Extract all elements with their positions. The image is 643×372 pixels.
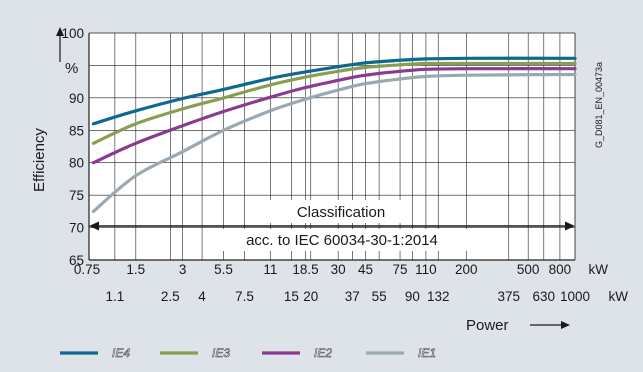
y-tick-label: 80 bbox=[69, 156, 84, 171]
legend-label-ie4: IE4 bbox=[112, 346, 130, 360]
classification-arrow-right-head bbox=[565, 221, 575, 231]
series-line-ie4 bbox=[91, 56, 577, 126]
x-tick-label-top: 45 bbox=[358, 262, 373, 277]
x-axis-arrow-head bbox=[561, 321, 570, 329]
x-tick-label-top: 200 bbox=[455, 262, 478, 277]
y-tick-label: 85 bbox=[69, 123, 84, 138]
x-tick-label-bottom: 132 bbox=[427, 289, 450, 304]
classification-label: Classification bbox=[297, 204, 385, 221]
legend: IE4 IE3 IE2 IE1 bbox=[60, 346, 436, 360]
x-tick-label-bottom: 15 bbox=[284, 289, 299, 304]
y-tick-label: 65 bbox=[69, 253, 84, 268]
standard-label-box bbox=[205, 229, 480, 251]
x-tick-label-top: 30 bbox=[331, 262, 346, 277]
y-unit-label: % bbox=[65, 60, 78, 77]
x-tick-label-bottom: 20 bbox=[303, 289, 318, 304]
legend-label-ie3: IE3 bbox=[212, 346, 230, 360]
y-axis-label: Efficiency bbox=[31, 128, 48, 192]
x-tick-labels-bottom: 1.1 2.5 4 7.5 15 20 37 55 90 132 375 630 1000 bbox=[105, 289, 590, 304]
figure-id-label: G_D081_EN_00473a bbox=[594, 62, 604, 148]
y-tick-label: 90 bbox=[69, 91, 84, 106]
y-axis-arrow-head bbox=[56, 27, 64, 36]
classification-arrow-left-head bbox=[89, 221, 99, 231]
x-tick-label-top: 0.75 bbox=[74, 262, 100, 277]
legend-label-ie2: IE2 bbox=[314, 346, 332, 360]
x-tick-label-top: 110 bbox=[415, 262, 437, 277]
x-axis-label: Power bbox=[466, 317, 509, 334]
series-line-ie2 bbox=[91, 67, 577, 165]
x-tick-label-bottom: 2.5 bbox=[161, 289, 180, 304]
x-tick-label-bottom: 7.5 bbox=[235, 289, 254, 304]
x-tick-label-bottom: 90 bbox=[405, 289, 420, 304]
legend-label-ie1: IE1 bbox=[418, 346, 436, 360]
classification-label-box bbox=[270, 200, 412, 223]
x-tick-label-top: 3 bbox=[179, 262, 187, 277]
y-tick-label: 75 bbox=[69, 188, 84, 203]
x-tick-label-top: 1.5 bbox=[126, 262, 145, 277]
x-tick-label-top: 5.5 bbox=[214, 262, 233, 277]
series-line-ie1 bbox=[91, 72, 577, 213]
x-tick-label-bottom: 1.1 bbox=[105, 289, 124, 304]
y-tick-label: 100 bbox=[61, 26, 84, 41]
x-tick-label-top: 11 bbox=[263, 262, 277, 277]
y-tick-labels: 65 70 75 80 85 90 100 bbox=[61, 26, 84, 268]
series-lines bbox=[91, 56, 577, 213]
x-tick-label-bottom: 1000 bbox=[560, 289, 590, 304]
x-tick-label-bottom: 55 bbox=[372, 289, 387, 304]
axis-arrows bbox=[56, 27, 575, 329]
series-line-ie3 bbox=[91, 61, 577, 145]
x-tick-label-bottom: 375 bbox=[497, 289, 520, 304]
x-tick-label-bottom: 4 bbox=[198, 289, 206, 304]
x-tick-label-top: 500 bbox=[517, 262, 540, 277]
standard-label: acc. to IEC 60034-30-1:2014 bbox=[246, 232, 438, 249]
x-tick-labels-top: 0.75 1.5 3 5.5 11 18.5 30 45 75 110 200 500 800 bbox=[74, 262, 571, 277]
x-tick-label-bottom: 630 bbox=[533, 289, 556, 304]
x-tick-label-bottom: 37 bbox=[345, 289, 360, 304]
y-tick-label: 70 bbox=[69, 221, 84, 236]
x-tick-label-top: 800 bbox=[549, 262, 572, 277]
x-tick-label-top: 75 bbox=[393, 262, 408, 277]
x-tick-label-top: 18.5 bbox=[292, 262, 318, 277]
x-unit-label-top: kW bbox=[589, 262, 609, 277]
x-unit-label-bottom: kW bbox=[609, 289, 629, 304]
